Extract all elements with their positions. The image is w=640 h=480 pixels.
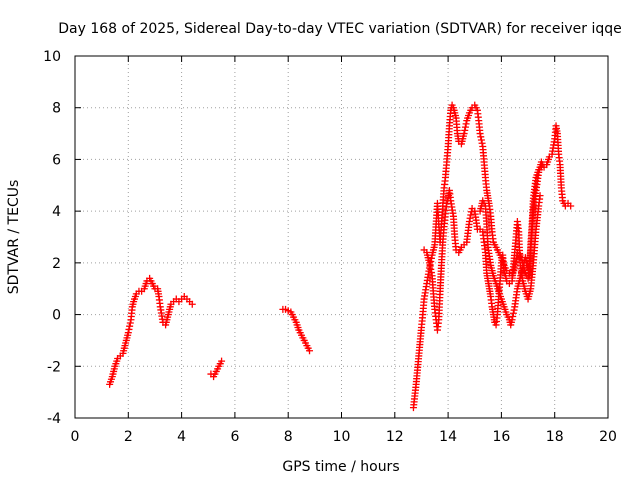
- data-point: [125, 325, 133, 333]
- x-tick-label: 8: [284, 429, 293, 445]
- data-point: [510, 306, 518, 314]
- grid-lines: [75, 56, 608, 418]
- x-tick-label: 6: [230, 429, 239, 445]
- y-tick-label: -4: [47, 411, 61, 427]
- data-point: [508, 316, 516, 324]
- data-point: [509, 313, 517, 321]
- data-point: [466, 214, 474, 222]
- data-point: [465, 217, 473, 225]
- data-point: [536, 192, 544, 200]
- data-points: [106, 101, 575, 412]
- data-point: [126, 319, 134, 327]
- data-point: [467, 211, 475, 219]
- data-point: [427, 265, 435, 273]
- y-tick-label: -2: [47, 359, 61, 375]
- y-axis-label: SDTVAR / TECUs: [6, 180, 22, 295]
- x-tick-label: 0: [71, 429, 80, 445]
- data-point: [478, 139, 486, 147]
- data-point: [462, 120, 470, 128]
- y-tick-label: 8: [52, 101, 61, 117]
- data-point: [461, 126, 469, 134]
- x-axis-label: GPS time / hours: [282, 459, 399, 475]
- x-tick-label: 10: [333, 429, 351, 445]
- y-tick-label: 10: [43, 49, 61, 65]
- x-tick-label: 4: [177, 429, 186, 445]
- data-point: [537, 163, 545, 171]
- x-tick-label: 12: [386, 429, 404, 445]
- data-point: [126, 322, 134, 330]
- x-tick-label: 18: [546, 429, 564, 445]
- y-tick-label: 6: [52, 152, 61, 168]
- x-tick-label: 20: [599, 429, 617, 445]
- data-point: [218, 357, 226, 365]
- data-point: [477, 133, 485, 141]
- data-point: [188, 300, 196, 308]
- data-point: [425, 259, 433, 267]
- data-point: [461, 123, 469, 131]
- y-tick-label: 4: [52, 204, 61, 220]
- data-point: [427, 269, 435, 277]
- chart-title: Day 168 of 2025, Sidereal Day-to-day VTE…: [58, 21, 622, 37]
- data-point: [306, 347, 314, 355]
- data-point: [426, 262, 434, 270]
- data-point: [124, 329, 132, 337]
- data-point: [567, 202, 575, 210]
- data-point: [477, 136, 485, 144]
- axis-ticks: 0 2 4 6 8 10 12 14 16 18 20 -4 -2 0 2 4 6 8 10: [43, 49, 617, 445]
- data-point: [476, 130, 484, 138]
- x-tick-label: 16: [492, 429, 510, 445]
- x-tick-label: 14: [439, 429, 457, 445]
- y-tick-label: 2: [52, 256, 61, 272]
- y-tick-label: 0: [52, 308, 61, 324]
- x-tick-label: 2: [124, 429, 133, 445]
- data-point: [460, 130, 468, 138]
- data-point: [509, 309, 517, 317]
